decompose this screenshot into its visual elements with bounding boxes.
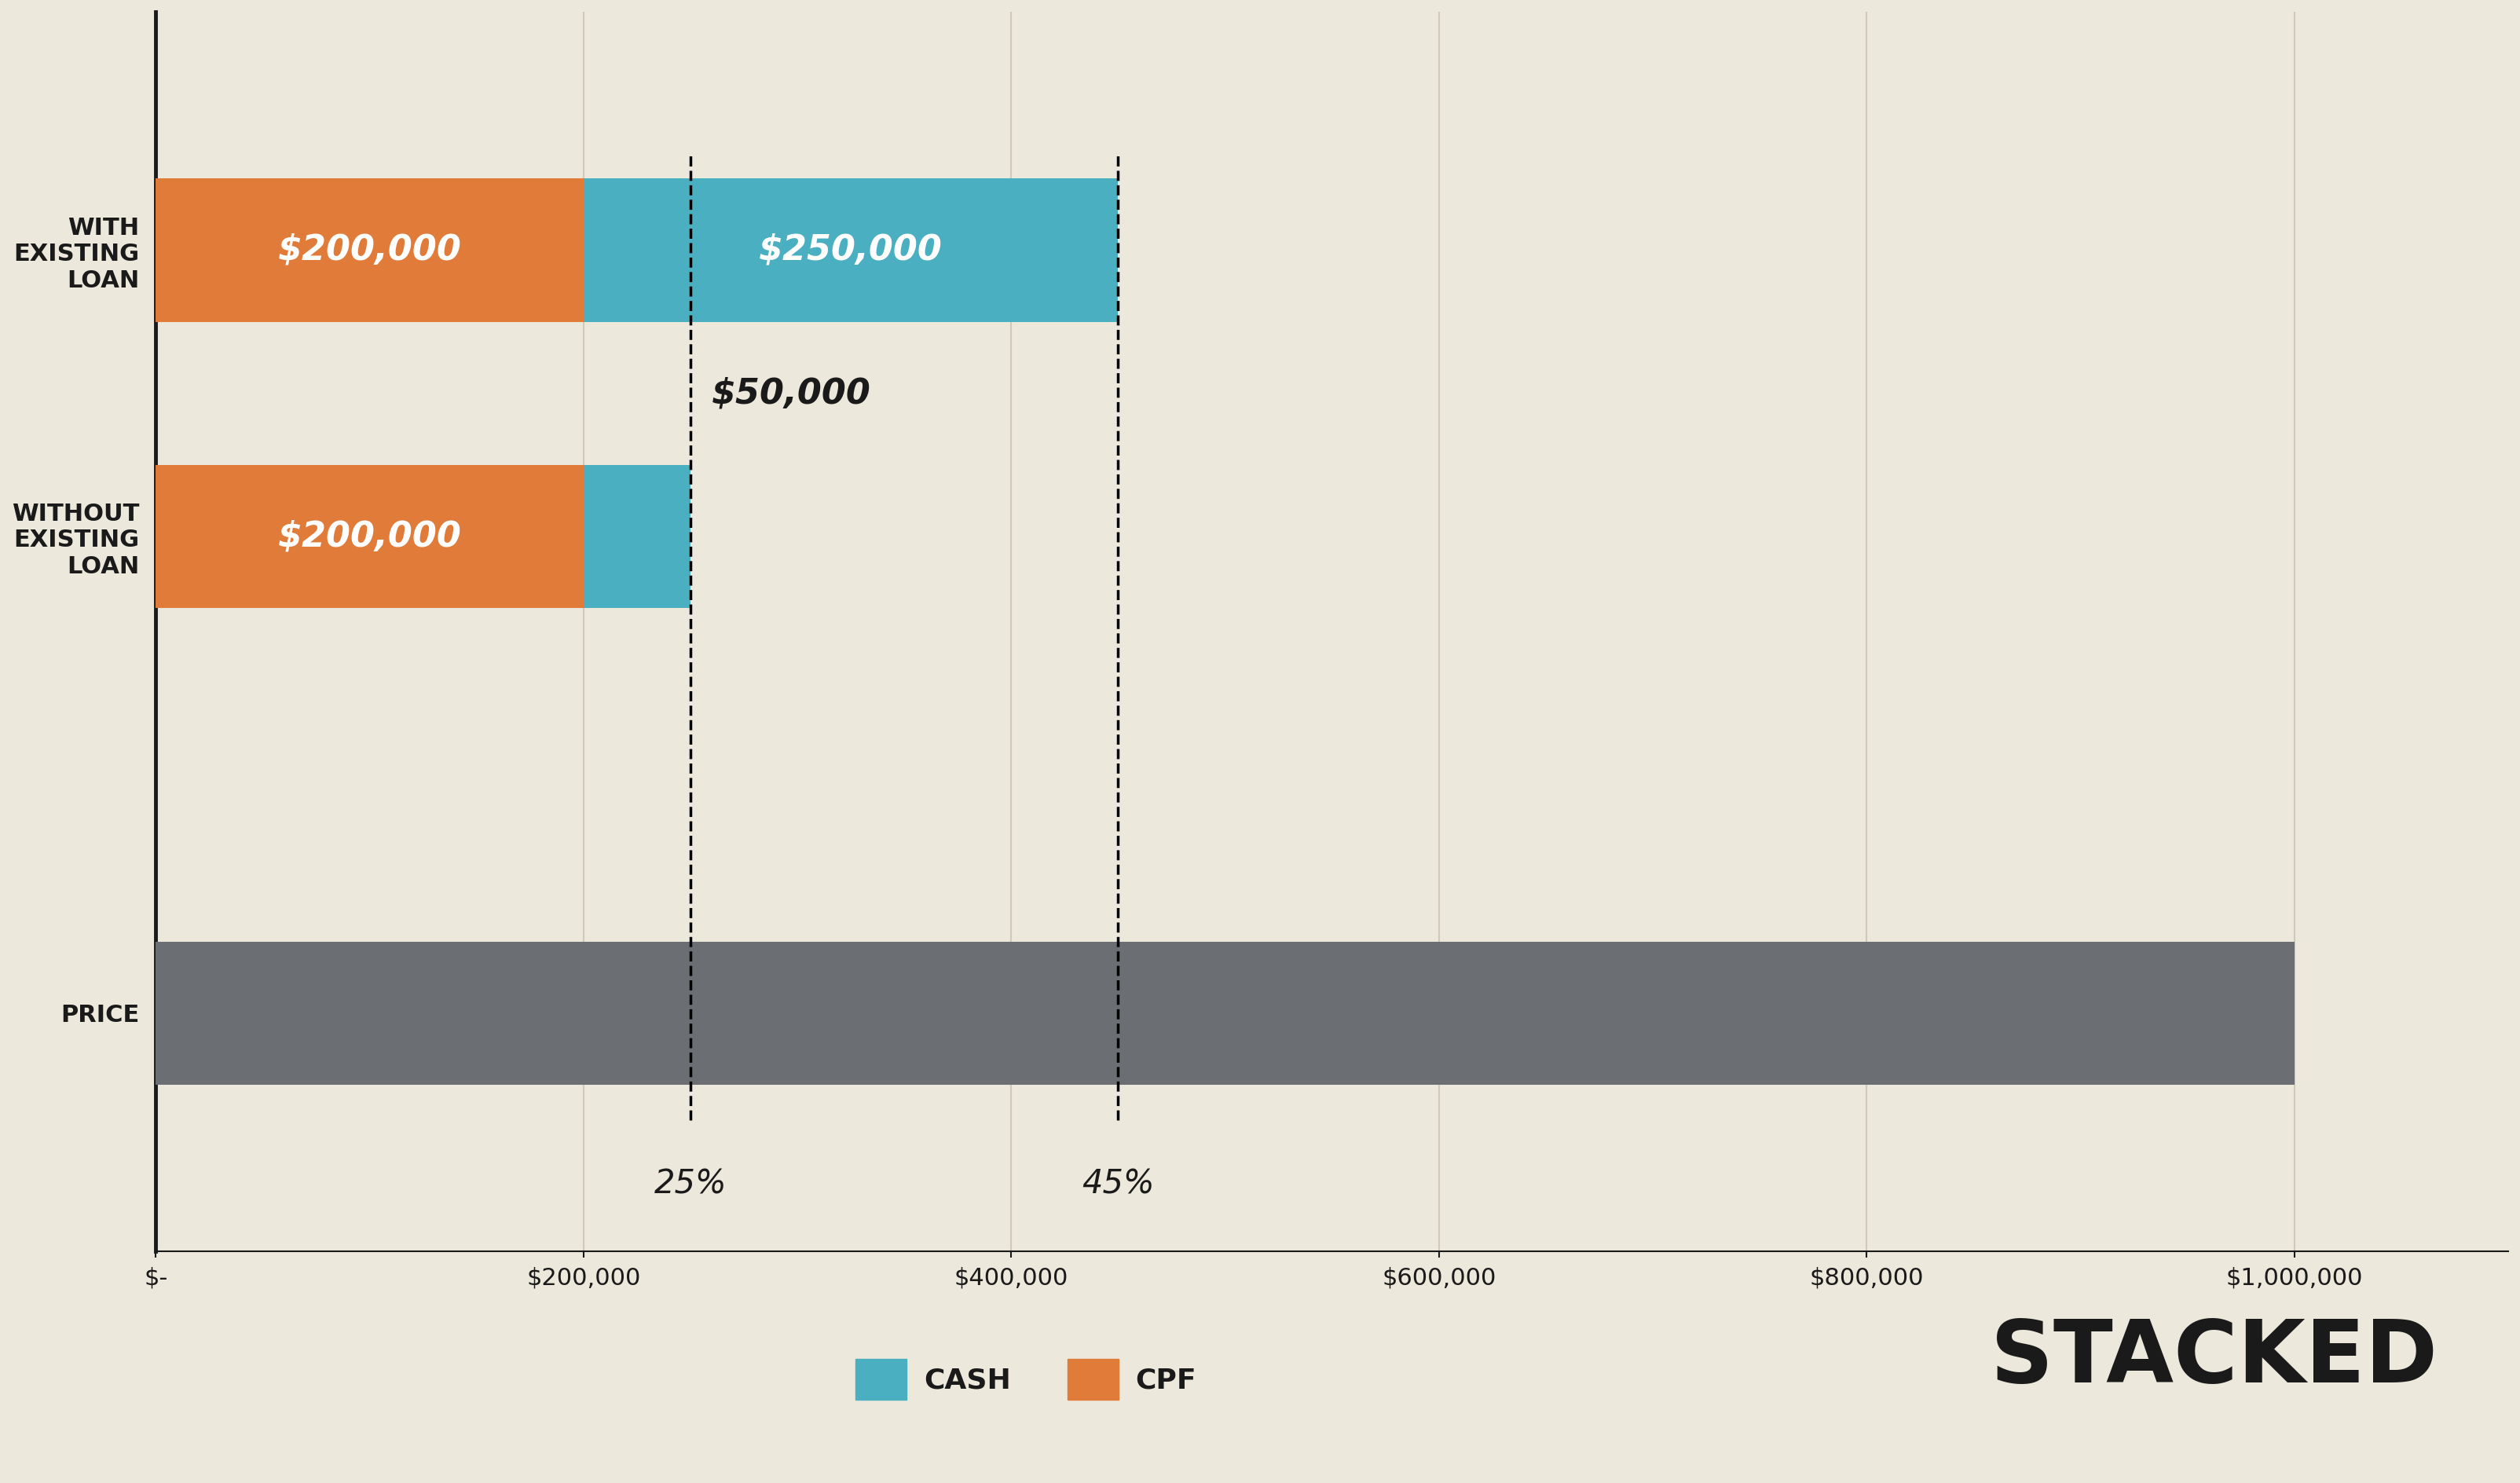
- Text: 45%: 45%: [1081, 1169, 1154, 1201]
- Bar: [585, 464, 690, 608]
- Text: $200,000: $200,000: [277, 519, 461, 553]
- Bar: [156, 464, 585, 608]
- Text: 25%: 25%: [655, 1169, 726, 1201]
- Bar: [156, 178, 585, 322]
- Bar: [156, 942, 2293, 1084]
- Text: $50,000: $50,000: [711, 377, 872, 411]
- Text: $250,000: $250,000: [759, 233, 942, 267]
- Bar: [585, 178, 1119, 322]
- Legend: CASH, CPF: CASH, CPF: [844, 1348, 1207, 1410]
- Text: STACKED: STACKED: [1991, 1315, 2437, 1400]
- Text: $200,000: $200,000: [277, 233, 461, 267]
